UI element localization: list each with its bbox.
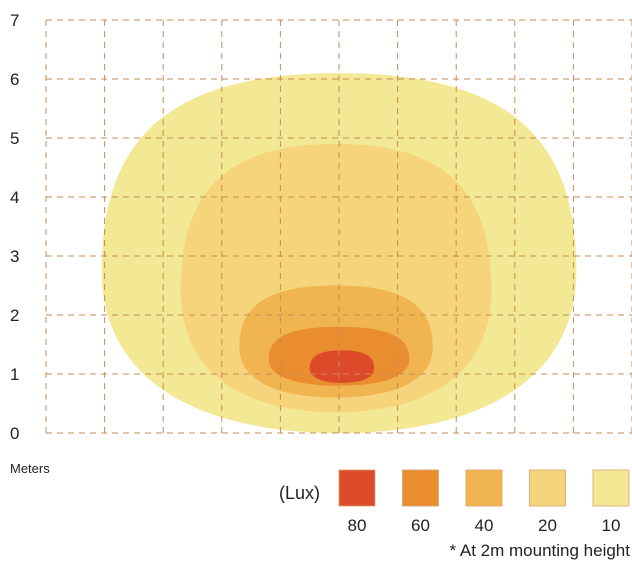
legend-label-40: 40 bbox=[475, 516, 494, 535]
footnote: * At 2m mounting height bbox=[449, 541, 630, 560]
grid-lines bbox=[45, 19, 632, 434]
y-tick-label: 7 bbox=[10, 11, 19, 30]
legend-title: (Lux) bbox=[279, 483, 320, 503]
axis-units-label: Meters bbox=[10, 461, 50, 476]
legend-swatch-60 bbox=[402, 469, 439, 507]
legend-label-80: 80 bbox=[348, 516, 367, 535]
legend: (Lux) 80 60 40 20 10 bbox=[279, 469, 630, 535]
y-tick-label: 0 bbox=[10, 424, 19, 443]
y-tick-label: 4 bbox=[10, 188, 19, 207]
legend-label-20: 20 bbox=[538, 516, 557, 535]
contour-80-lux bbox=[309, 350, 375, 383]
y-axis-ticks: 0 1 2 3 4 5 6 7 bbox=[10, 11, 19, 443]
legend-swatch-20 bbox=[529, 469, 566, 507]
y-tick-label: 5 bbox=[10, 129, 19, 148]
y-tick-label: 2 bbox=[10, 306, 19, 325]
legend-label-10: 10 bbox=[602, 516, 621, 535]
legend-swatch-80 bbox=[338, 469, 376, 507]
legend-swatch-10 bbox=[592, 469, 630, 507]
legend-swatch-40 bbox=[465, 469, 503, 507]
y-tick-label: 3 bbox=[10, 247, 19, 266]
legend-label-60: 60 bbox=[411, 516, 430, 535]
y-tick-label: 1 bbox=[10, 365, 19, 384]
y-tick-label: 6 bbox=[10, 70, 19, 89]
